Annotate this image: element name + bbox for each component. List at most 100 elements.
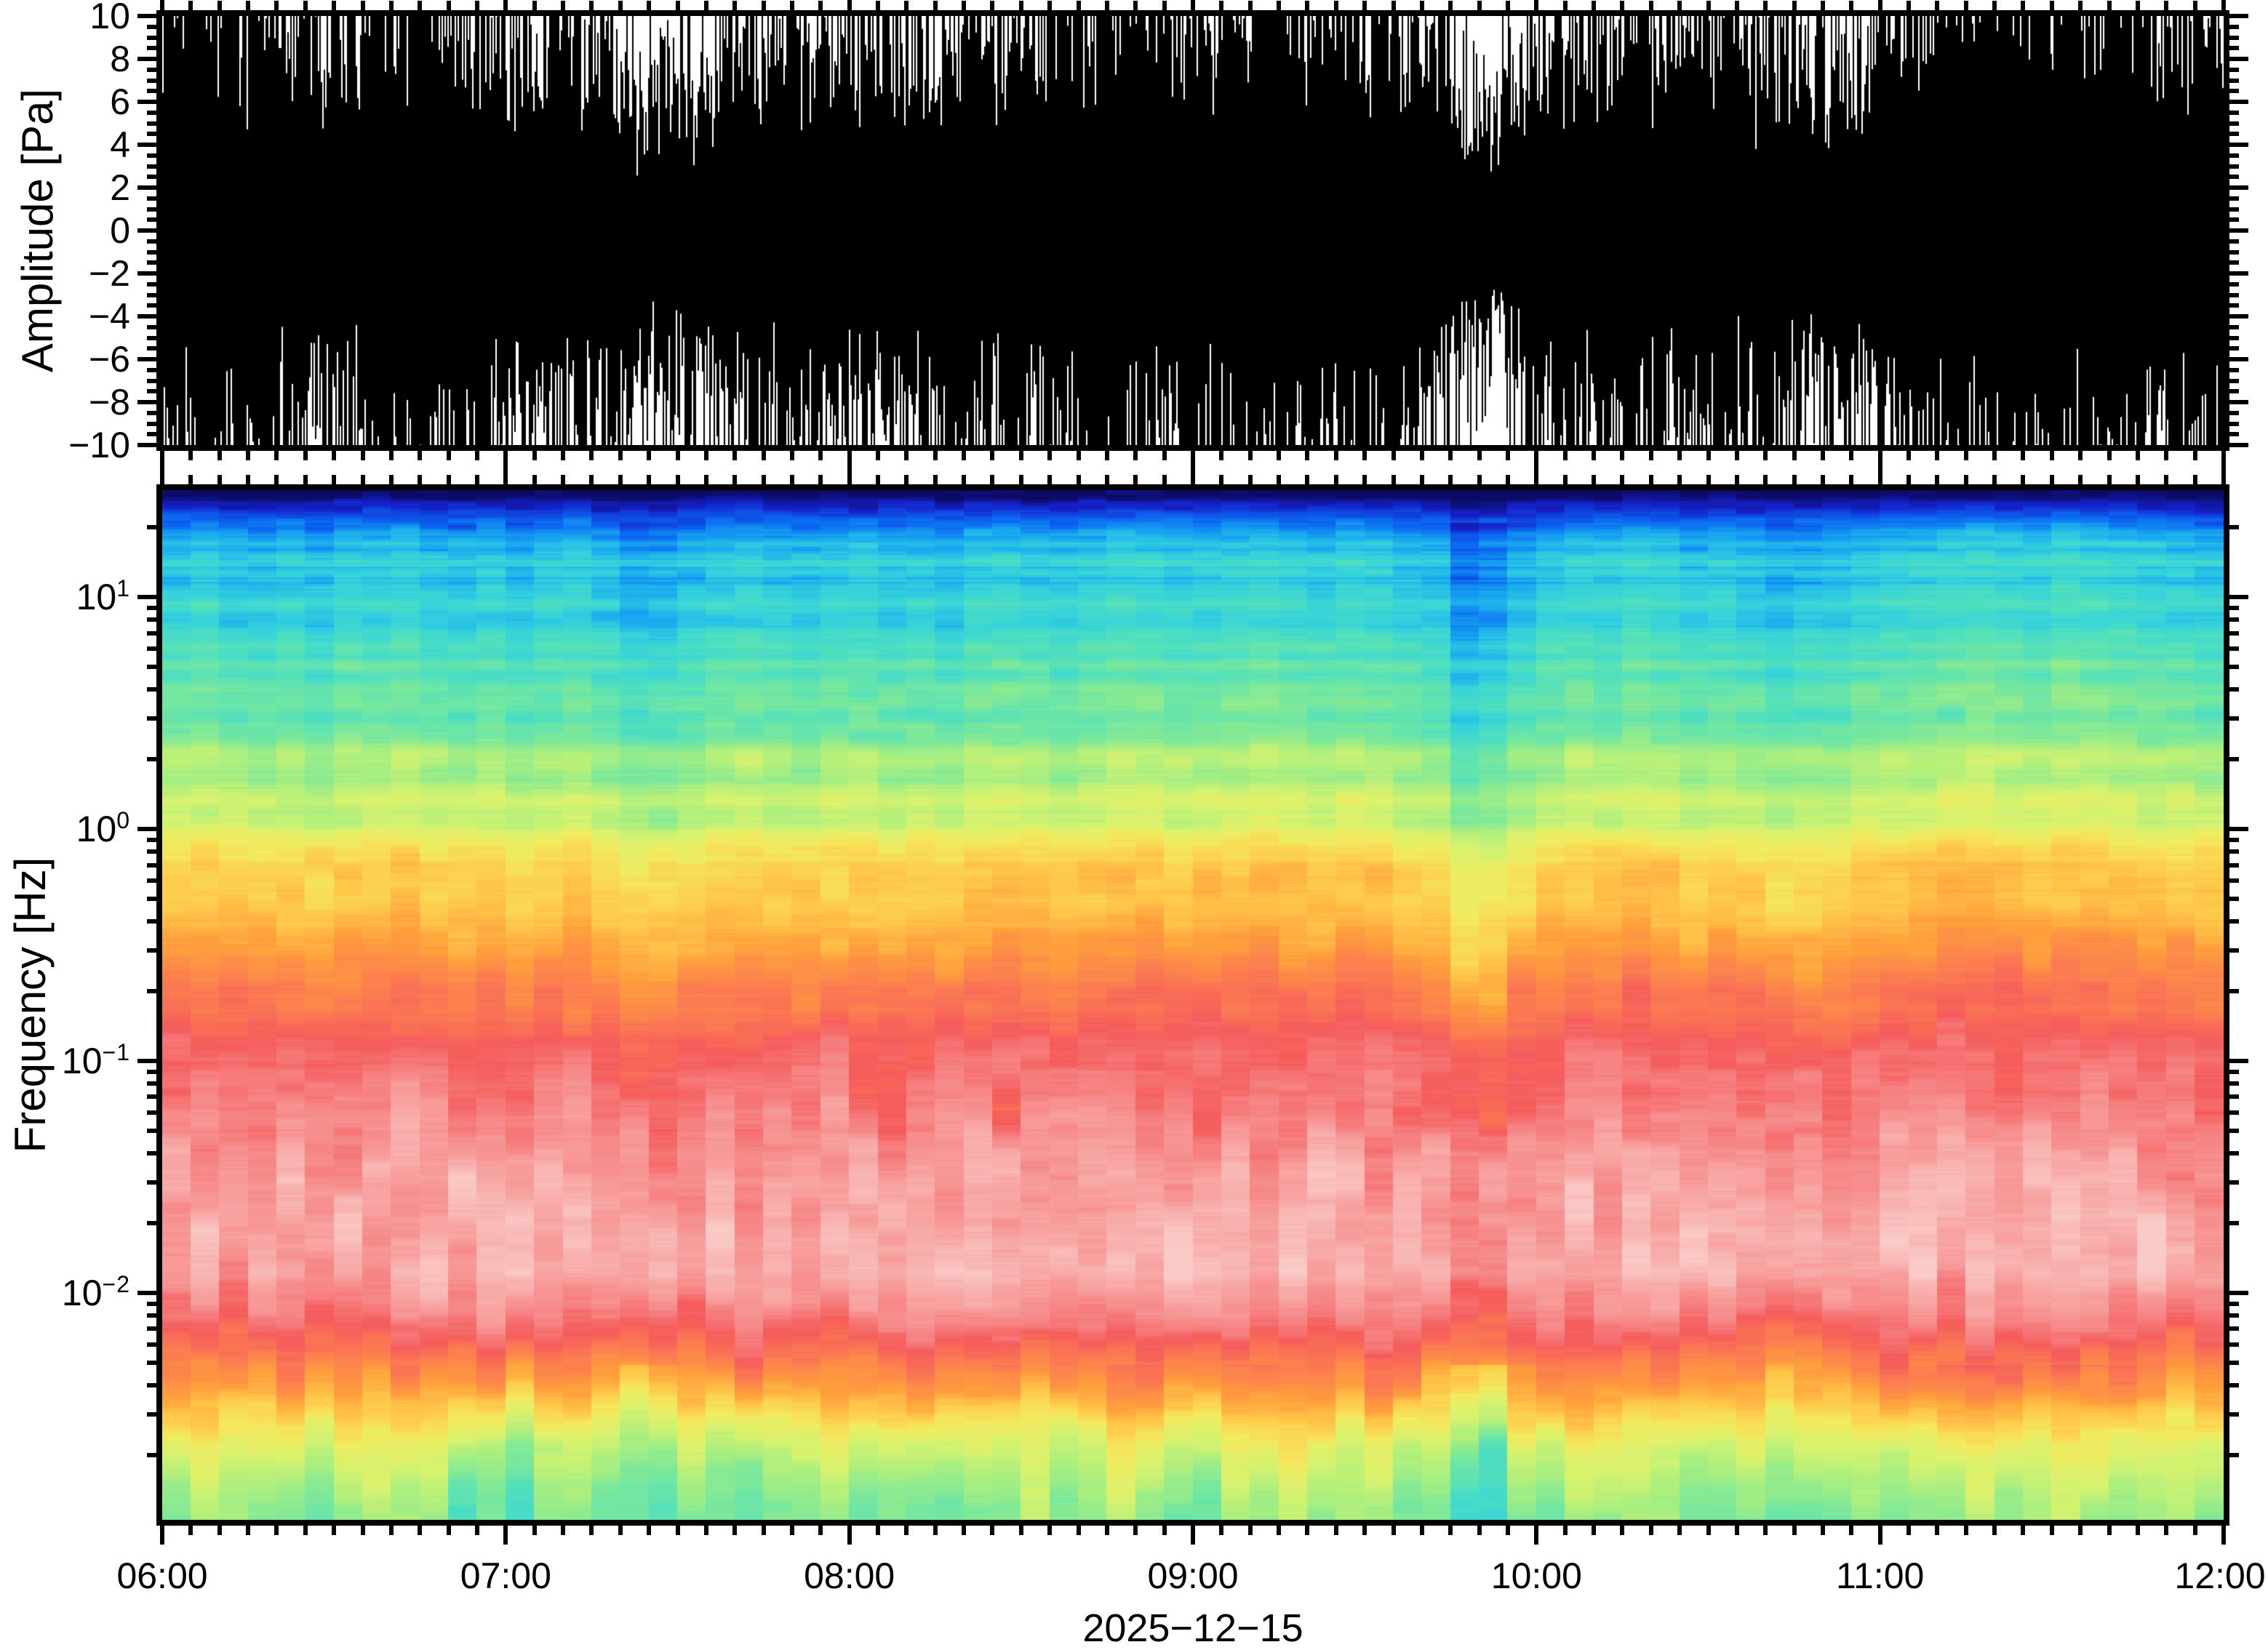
- x-minor-tick: [561, 475, 566, 484]
- x-minor-tick: [2107, 451, 2112, 460]
- frequency-axis-title: Frequency [Hz]: [6, 857, 55, 1153]
- x-minor-tick: [418, 1526, 423, 1535]
- x-minor-tick: [1477, 451, 1482, 460]
- x-minor-tick: [246, 1, 251, 10]
- x-minor-tick: [1362, 451, 1367, 460]
- freq-major-tick: [137, 1059, 156, 1064]
- x-minor-tick: [818, 1, 823, 10]
- freq-minor-tick: [2229, 1110, 2239, 1115]
- x-minor-tick: [1648, 451, 1653, 460]
- amp-minor-tick: [2229, 153, 2239, 158]
- x-minor-tick: [789, 475, 794, 484]
- amp-minor-tick: [2229, 421, 2239, 426]
- freq-minor-tick: [147, 687, 156, 692]
- x-minor-tick: [2164, 1, 2169, 10]
- x-minor-tick: [1391, 1, 1396, 10]
- x-minor-tick: [1592, 1526, 1597, 1535]
- x-major-tick: [847, 0, 852, 10]
- x-minor-tick: [1018, 1, 1023, 10]
- x-minor-tick: [789, 451, 794, 460]
- amplitude-tick-label: 0: [110, 210, 130, 251]
- amp-minor-tick: [147, 121, 156, 126]
- x-major-tick: [1191, 451, 1195, 470]
- x-minor-tick: [2164, 1526, 2169, 1535]
- x-minor-tick: [188, 1526, 193, 1535]
- x-minor-tick: [1277, 1526, 1282, 1535]
- x-minor-tick: [303, 1526, 308, 1535]
- x-major-tick: [2221, 465, 2226, 484]
- x-minor-tick: [1592, 451, 1597, 460]
- x-minor-tick: [1763, 451, 1768, 460]
- amp-minor-tick: [2229, 132, 2239, 137]
- x-minor-tick: [2049, 451, 2054, 460]
- freq-minor-tick: [2229, 1150, 2239, 1156]
- freq-minor-tick: [2229, 630, 2239, 636]
- x-minor-tick: [360, 451, 365, 460]
- x-major-tick: [160, 465, 164, 484]
- frequency-tick-label: 10−2: [61, 1270, 130, 1313]
- x-minor-tick: [1734, 475, 1739, 484]
- x-minor-tick: [904, 451, 909, 460]
- x-minor-tick: [647, 451, 652, 460]
- x-major-tick: [1877, 1526, 1882, 1545]
- x-minor-tick: [1333, 1526, 1338, 1535]
- x-minor-tick: [647, 1, 652, 10]
- amp-minor-tick: [147, 378, 156, 383]
- amplitude-tick-label: −6: [88, 339, 130, 380]
- x-minor-tick: [675, 1526, 680, 1535]
- x-major-tick: [1191, 1526, 1195, 1545]
- amp-minor-tick: [147, 367, 156, 372]
- amp-minor-tick: [2229, 175, 2239, 180]
- x-minor-tick: [818, 475, 823, 484]
- x-minor-tick: [1677, 451, 1682, 460]
- freq-minor-tick: [147, 525, 156, 530]
- amp-minor-tick: [2229, 367, 2239, 372]
- x-minor-tick: [474, 475, 479, 484]
- freq-minor-tick: [147, 948, 156, 953]
- freq-minor-tick: [147, 630, 156, 636]
- x-minor-tick: [446, 475, 451, 484]
- x-minor-tick: [217, 1, 222, 10]
- amp-major-tick: [137, 443, 156, 447]
- x-minor-tick: [1677, 475, 1682, 484]
- x-minor-tick: [1677, 1, 1682, 10]
- x-minor-tick: [761, 475, 766, 484]
- x-minor-tick: [1592, 475, 1597, 484]
- x-minor-tick: [732, 1526, 738, 1535]
- x-minor-tick: [2135, 475, 2140, 484]
- x-minor-tick: [2135, 1, 2140, 10]
- amp-minor-tick: [2229, 78, 2239, 83]
- freq-minor-tick: [147, 665, 156, 670]
- freq-minor-tick: [147, 919, 156, 924]
- x-minor-tick: [990, 451, 995, 460]
- x-minor-tick: [589, 451, 594, 460]
- x-minor-tick: [1992, 451, 1997, 460]
- x-major-tick: [160, 1526, 164, 1545]
- freq-minor-tick: [2229, 606, 2239, 611]
- x-minor-tick: [1992, 475, 1997, 484]
- x-major-tick: [503, 0, 508, 10]
- x-minor-tick: [360, 1, 365, 10]
- x-minor-tick: [589, 1, 594, 10]
- x-minor-tick: [2192, 1526, 2197, 1535]
- x-minor-tick: [2164, 475, 2169, 484]
- x-minor-tick: [962, 451, 967, 460]
- amp-minor-tick: [147, 249, 156, 255]
- x-major-tick: [1877, 0, 1882, 10]
- x-minor-tick: [1362, 1, 1367, 10]
- x-minor-tick: [217, 451, 222, 460]
- x-minor-tick: [1505, 451, 1510, 460]
- x-minor-tick: [2107, 475, 2112, 484]
- amp-minor-tick: [147, 239, 156, 244]
- freq-minor-tick: [2229, 1382, 2239, 1387]
- freq-minor-tick: [147, 1382, 156, 1387]
- x-minor-tick: [246, 451, 251, 460]
- freq-minor-tick: [2229, 878, 2239, 883]
- x-minor-tick: [418, 451, 423, 460]
- x-minor-tick: [962, 1526, 967, 1535]
- amp-minor-tick: [2229, 249, 2239, 255]
- freq-minor-tick: [2229, 687, 2239, 692]
- amp-minor-tick: [147, 432, 156, 437]
- x-major-tick: [2221, 0, 2226, 10]
- amp-major-tick: [2229, 14, 2248, 18]
